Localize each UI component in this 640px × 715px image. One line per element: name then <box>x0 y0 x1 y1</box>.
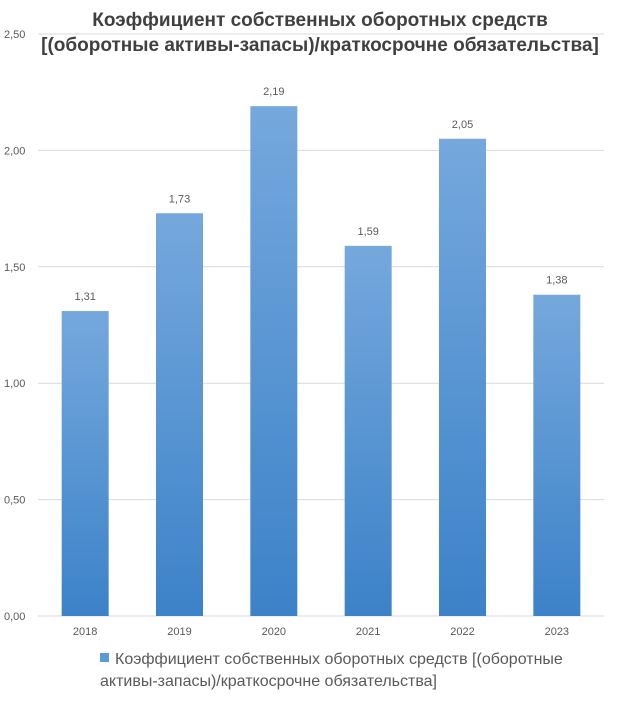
x-tick-label: 2020 <box>262 626 286 638</box>
bar <box>439 138 486 616</box>
y-tick-label: 1,00 <box>4 378 25 390</box>
data-labels: 1,31 1,73 2,19 1,59 2,05 1,38 <box>74 86 567 303</box>
data-label: 2,05 <box>452 119 473 131</box>
legend: Коэффициент собственных оборотных средст… <box>100 649 620 693</box>
y-axis: 0,00 0,50 1,00 1,50 2,00 2,50 <box>4 29 25 623</box>
x-tick-label: 2022 <box>450 626 474 638</box>
data-label: 1,59 <box>357 226 378 238</box>
y-tick-label: 1,50 <box>4 262 25 274</box>
bar <box>61 311 109 616</box>
x-axis: 2018 2019 2020 2021 2022 2023 <box>73 626 569 638</box>
legend-label: Коэффициент собственных оборотных средст… <box>100 651 563 690</box>
y-tick-label: 0,50 <box>4 495 25 507</box>
x-tick-label: 2019 <box>167 626 191 638</box>
data-label: 1,73 <box>169 193 190 205</box>
bars <box>61 106 581 617</box>
x-tick-label: 2018 <box>73 626 97 638</box>
data-label: 1,38 <box>546 275 567 287</box>
bar <box>250 106 298 616</box>
data-label: 1,31 <box>74 291 95 303</box>
legend-swatch <box>100 653 109 662</box>
x-tick-label: 2023 <box>545 626 569 638</box>
bar <box>344 245 392 616</box>
bar <box>156 213 203 617</box>
data-label: 2,19 <box>263 86 284 98</box>
bar <box>533 294 581 616</box>
gridlines <box>38 33 604 617</box>
x-tick-label: 2021 <box>356 626 380 638</box>
y-tick-label: 2,00 <box>4 145 25 157</box>
chart-title: Коэффициент собственных оборотных средст… <box>41 10 599 56</box>
y-tick-label: 0,00 <box>4 611 25 623</box>
y-tick-label: 2,50 <box>4 29 25 41</box>
